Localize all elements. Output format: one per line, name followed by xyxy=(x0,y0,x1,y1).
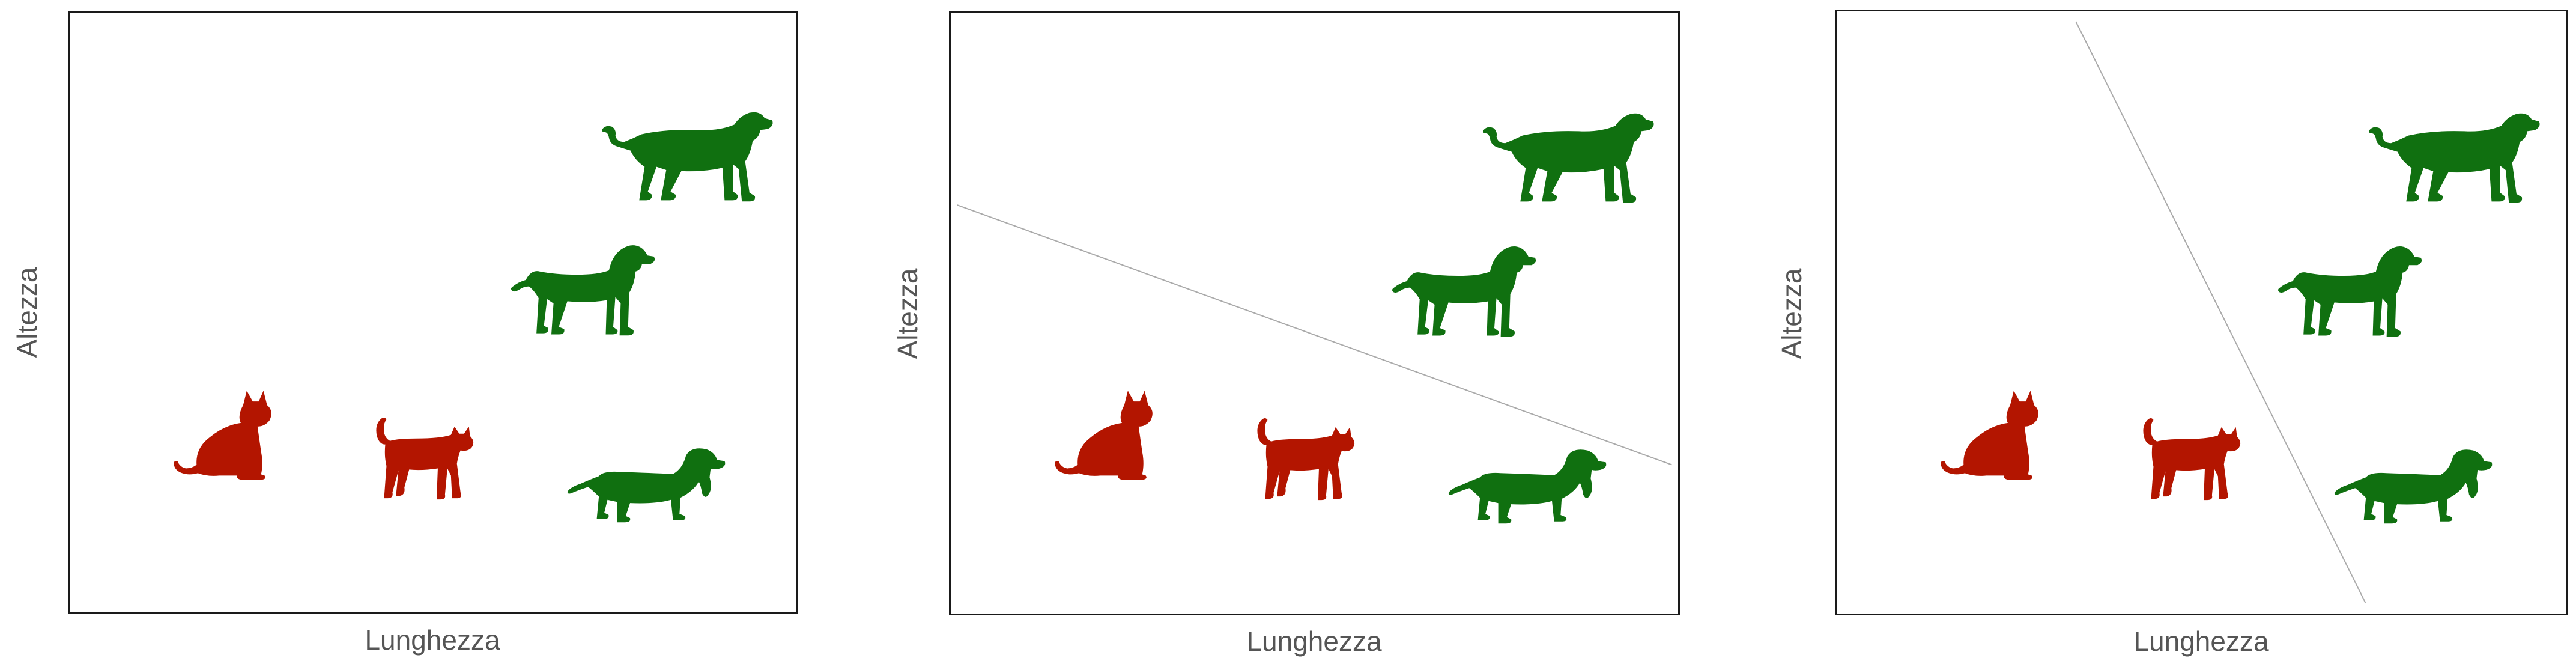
sitting-cat-icon xyxy=(174,391,271,480)
panel-1-plot xyxy=(174,112,773,523)
panel-2-plot xyxy=(957,113,1672,524)
dog-icon xyxy=(511,245,655,336)
walking-cat-icon xyxy=(1257,418,1355,501)
dachshund-icon xyxy=(567,448,726,523)
scatter-panel-2 xyxy=(949,11,1680,615)
decision-boundary-line xyxy=(2075,21,2366,603)
sitting-cat-icon xyxy=(1941,391,2038,480)
dachshund-icon xyxy=(2334,449,2493,524)
sitting-cat-icon xyxy=(1055,391,1153,480)
dog-icon xyxy=(2277,246,2422,337)
panel-3-plot xyxy=(1941,21,2540,603)
decision-boundary-line xyxy=(957,204,1672,466)
y-axis-label-1: Altezza xyxy=(11,267,43,358)
dachshund-icon xyxy=(1448,449,1607,524)
large-dog-icon xyxy=(1483,113,1654,203)
walking-cat-icon xyxy=(376,417,474,500)
x-axis-label-3: Lunghezza xyxy=(2133,626,2269,657)
y-axis-label-3: Altezza xyxy=(1776,268,1807,359)
scatter-panel-1 xyxy=(68,11,798,614)
large-dog-icon xyxy=(2369,113,2540,203)
y-axis-label-2: Altezza xyxy=(892,268,923,359)
x-axis-label-2: Lunghezza xyxy=(1246,626,1382,657)
walking-cat-icon xyxy=(2143,418,2241,501)
dog-icon xyxy=(1392,246,1536,337)
x-axis-label-1: Lunghezza xyxy=(365,624,500,656)
scatter-panel-3 xyxy=(1835,10,2568,615)
large-dog-icon xyxy=(602,112,773,202)
